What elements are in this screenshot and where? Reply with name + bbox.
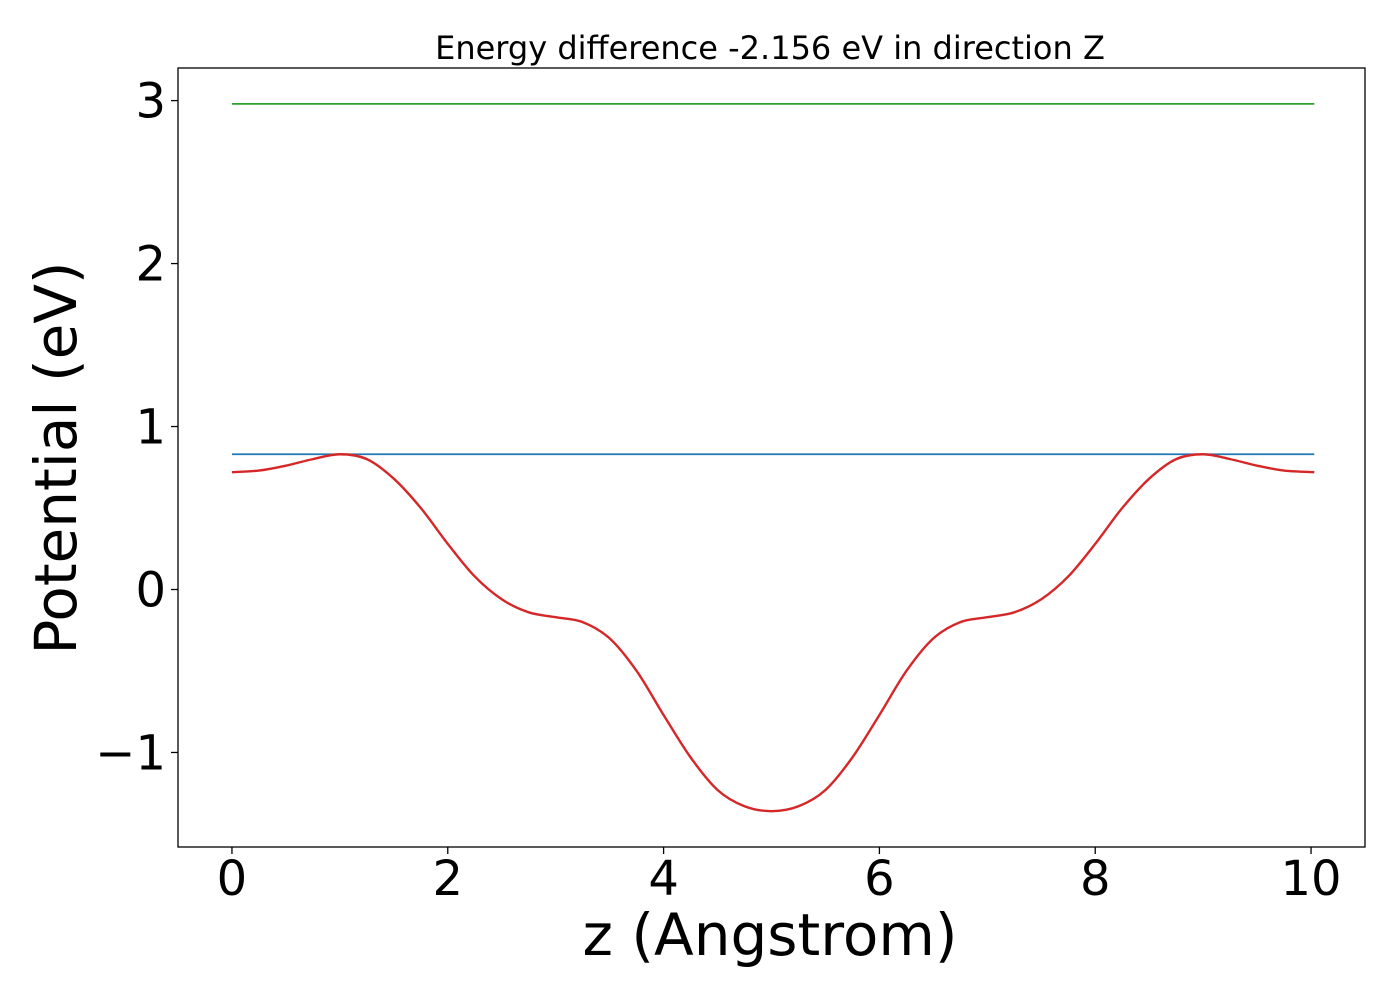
x-tick-label: 6 [864, 851, 895, 907]
axes-layer: 0 2 4 6 8 10 −1 0 1 2 3 [95, 74, 1341, 907]
plot-frame [177, 67, 1366, 848]
y-tick-label: 3 [135, 74, 166, 130]
plot-layer [231, 102, 1315, 813]
x-tick-label: 2 [432, 851, 463, 907]
y-tick-label: 2 [135, 237, 166, 293]
y-tick-label: 0 [135, 563, 166, 619]
x-axis-label: z (Angstrom) [583, 901, 958, 969]
x-tick-label: 0 [217, 851, 248, 907]
chart-title: Energy difference -2.156 eV in direction… [435, 29, 1105, 67]
y-tick-label: 1 [135, 400, 166, 456]
x-tick-label: 8 [1080, 851, 1111, 907]
y-axis-label: Potential (eV) [22, 261, 90, 654]
series-line-3 [231, 453, 1315, 813]
x-tick-label: 10 [1281, 851, 1342, 907]
y-tick-label: −1 [95, 725, 166, 781]
x-tick-label: 4 [648, 851, 679, 907]
